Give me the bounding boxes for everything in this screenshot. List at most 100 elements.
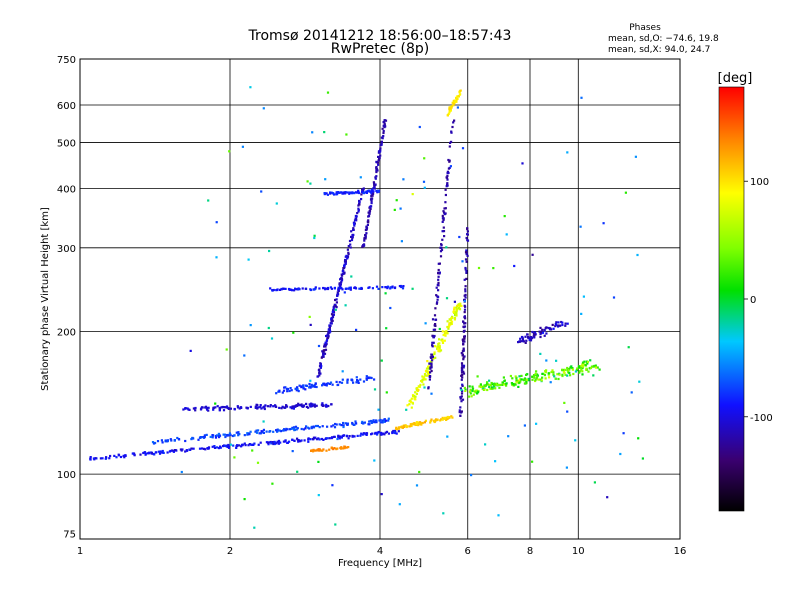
x-tick-label: 16 bbox=[674, 546, 687, 557]
echo-point bbox=[465, 249, 468, 252]
echo-point bbox=[423, 386, 426, 389]
echo-point bbox=[311, 405, 314, 408]
echo-point bbox=[437, 278, 440, 281]
echo-point bbox=[438, 262, 441, 265]
echo-point bbox=[365, 191, 368, 194]
echo-point bbox=[318, 438, 321, 441]
plot-frame bbox=[79, 58, 681, 540]
echo-point bbox=[225, 405, 229, 408]
echo-point bbox=[445, 176, 449, 179]
echo-point bbox=[364, 233, 367, 237]
echo-point bbox=[184, 439, 187, 443]
echo-point bbox=[346, 379, 349, 382]
echo-point bbox=[417, 388, 420, 392]
echo-point bbox=[309, 404, 312, 407]
echo-point bbox=[317, 437, 320, 440]
echo-point bbox=[400, 240, 403, 243]
echo-point bbox=[460, 392, 464, 395]
echo-point bbox=[561, 368, 564, 371]
echo-point bbox=[531, 375, 534, 378]
echo-point bbox=[522, 340, 525, 343]
echo-point bbox=[323, 192, 326, 195]
echo-point bbox=[492, 385, 496, 388]
echo-point bbox=[455, 314, 458, 317]
echo-point bbox=[337, 293, 340, 296]
echo-point bbox=[462, 347, 465, 350]
echo-point bbox=[458, 308, 462, 311]
echo-point bbox=[331, 484, 334, 487]
echo-point bbox=[486, 388, 489, 392]
echo-point bbox=[373, 432, 377, 435]
echo-point bbox=[519, 337, 522, 340]
echo-point bbox=[333, 447, 336, 450]
echo-point bbox=[580, 312, 583, 315]
echo-point bbox=[624, 191, 627, 194]
echo-point bbox=[456, 304, 459, 307]
echo-point bbox=[458, 411, 461, 414]
echo-point bbox=[493, 383, 496, 386]
echo-point bbox=[424, 322, 427, 325]
echo-point bbox=[296, 388, 299, 391]
echo-point bbox=[421, 421, 424, 425]
echo-point bbox=[463, 386, 466, 389]
echo-point bbox=[346, 248, 349, 251]
echo-point bbox=[427, 370, 430, 373]
echo-point bbox=[271, 289, 274, 292]
echo-point bbox=[324, 178, 327, 181]
echo-point bbox=[602, 222, 605, 225]
echo-point bbox=[263, 407, 266, 411]
echo-point bbox=[453, 316, 457, 320]
echo-point bbox=[463, 340, 466, 343]
echo-point bbox=[321, 425, 324, 428]
echo-point bbox=[357, 189, 360, 192]
colorbar-tick-label: 100 bbox=[750, 177, 769, 188]
echo-point bbox=[533, 376, 536, 379]
echo-point bbox=[459, 397, 462, 400]
echo-point bbox=[454, 99, 457, 102]
echo-point bbox=[290, 407, 293, 410]
echo-point bbox=[453, 310, 456, 314]
echo-point bbox=[328, 382, 331, 385]
echo-point bbox=[301, 287, 304, 290]
echo-point bbox=[288, 428, 291, 431]
echo-point bbox=[290, 427, 293, 430]
echo-point bbox=[273, 440, 276, 443]
echo-point bbox=[331, 383, 334, 386]
echo-point bbox=[441, 418, 444, 421]
echo-point bbox=[311, 403, 314, 406]
echo-point bbox=[346, 422, 349, 425]
echo-point bbox=[257, 429, 260, 432]
echo-point bbox=[437, 347, 440, 350]
echo-point bbox=[314, 436, 317, 439]
echo-point bbox=[430, 418, 433, 421]
echo-point bbox=[519, 340, 523, 343]
echo-point bbox=[461, 353, 464, 356]
echo-point bbox=[584, 364, 587, 367]
echo-point bbox=[393, 286, 396, 290]
echo-point bbox=[157, 450, 160, 453]
echo-point bbox=[254, 430, 257, 433]
echo-point bbox=[314, 382, 317, 385]
echo-point bbox=[433, 351, 436, 354]
echo-point bbox=[253, 442, 256, 445]
echo-point bbox=[460, 304, 463, 308]
echo-point bbox=[270, 442, 273, 445]
echo-point bbox=[355, 217, 358, 220]
echo-point bbox=[448, 323, 451, 327]
echo-point bbox=[269, 404, 272, 407]
echo-point bbox=[534, 378, 537, 381]
echo-point bbox=[383, 119, 386, 122]
echo-point bbox=[353, 423, 356, 426]
echo-point bbox=[320, 356, 323, 359]
echo-point bbox=[419, 383, 422, 386]
echo-point bbox=[284, 439, 287, 442]
echo-point bbox=[380, 140, 383, 143]
echo-point bbox=[288, 288, 291, 291]
echo-point bbox=[435, 286, 438, 289]
echo-point bbox=[332, 448, 335, 451]
echo-point bbox=[339, 285, 342, 288]
echo-point bbox=[284, 386, 287, 389]
echo-point bbox=[340, 424, 343, 427]
echo-point bbox=[549, 381, 552, 384]
echo-point bbox=[434, 323, 437, 326]
